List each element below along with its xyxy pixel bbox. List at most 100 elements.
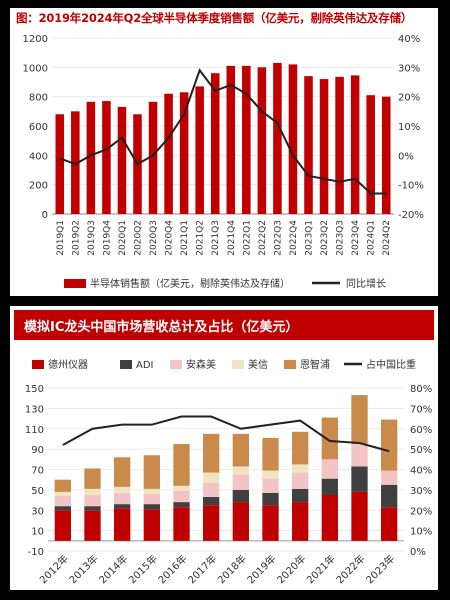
bar-ams (84, 494, 101, 507)
legend-swatch-5 (284, 360, 296, 369)
bar-onsemi (321, 417, 338, 460)
x-tick-label: 2016年 (155, 552, 189, 586)
bar-ti (351, 491, 368, 541)
y-left-tick-label: 30 (31, 506, 44, 517)
bar-maxim (232, 466, 249, 475)
y-right-tick-label: 20% (398, 93, 420, 104)
bar-maxim (292, 464, 309, 473)
x-tick-label: 2015年 (126, 552, 160, 586)
x-tick-label: 2020年 (274, 552, 308, 586)
y-right-tick-label: 10% (410, 527, 432, 538)
x-tick-label: 2019Q2 (71, 220, 81, 256)
bar-adi (114, 504, 131, 509)
x-tick-label: 2019年 (244, 552, 278, 586)
y-left-tick-label: 110 (25, 425, 44, 436)
bar-maxim (203, 472, 220, 483)
x-tick-label: 2020Q2 (134, 220, 144, 256)
bar-sales (117, 106, 127, 214)
bar-sales (335, 76, 344, 214)
y-left-tick-label: 70 (31, 466, 44, 477)
x-tick-label: 2024Q1 (367, 220, 377, 256)
y-right-tick-label: 60% (410, 425, 432, 436)
x-tick-label: 2014年 (96, 552, 130, 586)
bar-ti (321, 494, 338, 541)
bar-sales (304, 76, 313, 214)
bar-onsemi (203, 433, 220, 473)
y-left-tick-label: -10 (28, 547, 44, 558)
chart-panel-1: 图：2019年2024年Q2全球半导体季度销售额（亿美元，剔除英伟达及存储） 0… (10, 8, 438, 296)
legend-label-sales: 半导体销售额（亿美元，剔除英伟达及存储） (90, 277, 290, 290)
y-right-tick-label: 80% (410, 384, 432, 395)
bar-sales (226, 65, 236, 214)
x-tick-label: 2013年 (66, 552, 100, 586)
bar-sales (86, 101, 96, 214)
x-tick-label: 2019Q1 (56, 220, 66, 256)
bar-adi (203, 497, 220, 506)
bar-maxim (84, 488, 101, 495)
bar-adi (232, 489, 249, 503)
bar-ams (292, 472, 309, 489)
bar-onsemi (262, 437, 279, 471)
bar-ams (321, 459, 338, 479)
bar-sales (195, 86, 204, 214)
bar-onsemi (292, 431, 309, 465)
bar-ams (381, 470, 398, 485)
chart-1-title: 图：2019年2024年Q2全球半导体季度销售额（亿美元，剔除英伟达及存储） (16, 11, 413, 25)
bar-sales (71, 111, 80, 214)
bar-sales (55, 114, 65, 214)
bar-onsemi (143, 455, 160, 489)
x-tick-label: 2021Q1 (180, 220, 190, 256)
bar-onsemi (54, 479, 71, 492)
x-tick-label: 2021Q2 (196, 220, 206, 256)
bar-adi (262, 492, 279, 506)
x-tick-label: 2018年 (215, 552, 249, 586)
bar-ti (232, 502, 249, 541)
x-tick-label: 2020Q1 (118, 220, 128, 256)
x-tick-label: 2022Q1 (242, 220, 252, 256)
x-tick-label: 2022Q3 (273, 220, 283, 256)
x-tick-label: 2019Q3 (87, 220, 97, 256)
y-right-tick-label: 20% (410, 506, 432, 517)
x-tick-label: 2022年 (333, 552, 367, 586)
bar-adi (292, 488, 309, 503)
y-left-tick-label: 150 (25, 384, 44, 395)
bar-sales (148, 101, 158, 214)
y-left-tick-label: 50 (31, 486, 44, 497)
bar-sales (257, 67, 267, 214)
x-tick-label: 2022Q4 (289, 220, 299, 256)
bar-onsemi (381, 419, 398, 471)
bar-ti (203, 505, 220, 541)
x-tick-label: 2021Q3 (211, 220, 221, 256)
legend-label-5: 恩智浦 (300, 358, 330, 371)
legend-swatch-4 (232, 360, 244, 369)
bar-maxim (54, 491, 71, 496)
bar-ams (232, 474, 249, 490)
legend-label-3: 安森美 (186, 358, 216, 371)
y-left-tick-label: 10 (31, 527, 44, 538)
bar-sales (102, 101, 111, 214)
y-left-tick-label: 0 (42, 210, 48, 221)
bar-ti (292, 502, 309, 541)
y-left-tick-label: 130 (25, 404, 44, 415)
bar-adi (84, 506, 101, 511)
bar-ams (114, 492, 131, 505)
y-right-tick-label: 10% (398, 122, 420, 133)
bar-ams (54, 495, 71, 507)
y-right-tick-label: -20% (398, 210, 424, 221)
bar-sales (273, 62, 282, 214)
bar-sales (319, 79, 329, 214)
bar-ti (143, 509, 160, 541)
x-tick-label: 2024Q2 (382, 220, 392, 256)
legend-swatch-3 (170, 360, 182, 369)
bar-ams (203, 482, 220, 498)
y-right-tick-label: 0% (398, 151, 414, 162)
bar-maxim (114, 486, 131, 493)
bar-sales (164, 93, 173, 214)
x-tick-label: 2023Q3 (336, 220, 346, 256)
bar-onsemi (232, 433, 249, 467)
y-left-tick-label: 800 (29, 93, 48, 104)
bar-adi (351, 466, 368, 492)
legend-label-yoy: 同比增长 (346, 277, 386, 290)
chart-2-svg: 德州仪器 ADI 安森美 美信 恩智浦 占中国比重 -10 10 30 50 70 90 110 130 1… (25, 358, 432, 586)
